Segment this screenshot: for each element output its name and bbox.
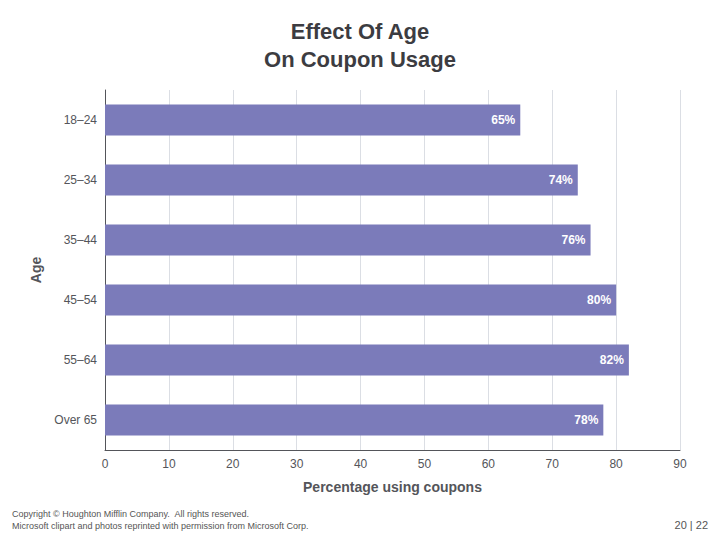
svg-text:10: 10 bbox=[162, 457, 176, 471]
svg-text:Effect Of Age: Effect Of Age bbox=[291, 19, 430, 44]
svg-text:35–44: 35–44 bbox=[64, 233, 98, 247]
svg-text:Over 65: Over 65 bbox=[54, 413, 97, 427]
svg-text:20 | 22: 20 | 22 bbox=[675, 519, 708, 531]
svg-text:Percentage using coupons: Percentage using coupons bbox=[303, 479, 482, 495]
svg-text:Copyright © Houghton Mifflin C: Copyright © Houghton Mifflin Company. Al… bbox=[12, 509, 249, 519]
svg-text:45–54: 45–54 bbox=[64, 293, 98, 307]
svg-text:0: 0 bbox=[102, 457, 109, 471]
svg-text:50: 50 bbox=[418, 457, 432, 471]
svg-text:80: 80 bbox=[609, 457, 623, 471]
svg-text:90: 90 bbox=[673, 457, 687, 471]
svg-text:25–34: 25–34 bbox=[64, 173, 98, 187]
svg-text:82%: 82% bbox=[600, 353, 624, 367]
svg-text:30: 30 bbox=[290, 457, 304, 471]
svg-text:74%: 74% bbox=[549, 173, 573, 187]
svg-text:78%: 78% bbox=[574, 413, 598, 427]
svg-text:70: 70 bbox=[546, 457, 560, 471]
svg-text:55–64: 55–64 bbox=[64, 353, 98, 367]
svg-text:80%: 80% bbox=[587, 293, 611, 307]
svg-text:Age: Age bbox=[28, 257, 44, 284]
svg-text:20: 20 bbox=[226, 457, 240, 471]
svg-text:60: 60 bbox=[482, 457, 496, 471]
svg-text:40: 40 bbox=[354, 457, 368, 471]
svg-text:65%: 65% bbox=[491, 113, 515, 127]
svg-text:Microsoft clipart and photos r: Microsoft clipart and photos reprinted w… bbox=[12, 521, 309, 531]
svg-text:On Coupon Usage: On Coupon Usage bbox=[264, 47, 456, 72]
svg-text:18–24: 18–24 bbox=[64, 113, 98, 127]
svg-text:76%: 76% bbox=[562, 233, 586, 247]
